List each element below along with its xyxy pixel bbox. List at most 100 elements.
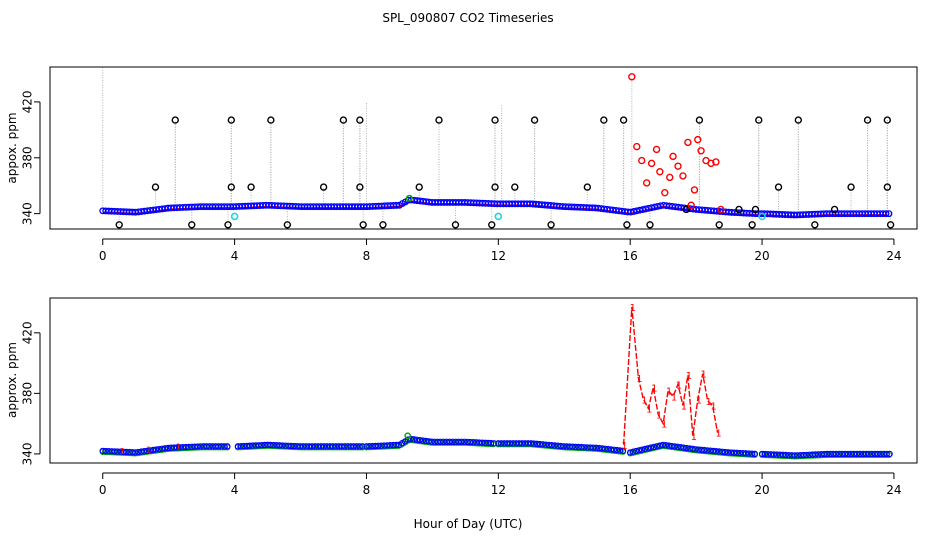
black-outlier-point [171, 116, 179, 124]
black-outlier-point [646, 221, 654, 229]
blue-baseline-point [188, 443, 195, 451]
blue-baseline-point [288, 442, 295, 450]
blue-baseline-point [141, 448, 148, 455]
blue-baseline-point [733, 449, 741, 457]
red-sample-point [661, 188, 669, 197]
black-outlier-point [415, 183, 423, 191]
blue-baseline-point [255, 442, 262, 449]
blue-baseline-point [425, 438, 432, 445]
red-baseline-label: 1 [120, 447, 125, 456]
red-sample-point [628, 73, 636, 81]
blue-baseline-point [827, 450, 834, 458]
bottom-y-tick-label: 420 [21, 321, 35, 344]
blue-baseline-point [563, 443, 570, 450]
cyan-sample-point [494, 212, 503, 221]
blue-baseline-point [252, 442, 259, 449]
red-raw-point-label: 1 [666, 386, 672, 397]
red-raw-point-label: 1 [656, 411, 662, 422]
blue-baseline-point [335, 443, 342, 450]
black-outlier-point [751, 205, 760, 214]
blue-baseline-point [515, 440, 523, 447]
blue-baseline-point [170, 444, 178, 451]
black-outlier-point [774, 183, 783, 191]
blue-baseline-point [641, 445, 649, 453]
red-raw-point-label: 1 [710, 401, 716, 412]
blue-baseline-point [686, 445, 693, 452]
blue-baseline-point [841, 450, 849, 458]
black-outlier-point [151, 183, 160, 191]
blue-baseline-point [455, 438, 462, 446]
blue-baseline-point [329, 443, 337, 450]
blue-baseline-point [404, 436, 412, 443]
blue-baseline-point [338, 443, 345, 450]
blue-baseline-point [803, 451, 810, 459]
blue-baseline-point [542, 441, 550, 448]
blue-baseline-point [332, 443, 340, 450]
red-sample-point [669, 152, 677, 161]
blue-baseline-point [481, 439, 489, 447]
blue-baseline-point [135, 448, 142, 456]
blue-baseline-point [416, 436, 424, 444]
blue-baseline-point [718, 448, 726, 455]
blue-baseline-point [194, 443, 201, 450]
blue-baseline-point [305, 443, 313, 450]
blue-baseline-point [246, 442, 253, 449]
bottom-x-tick-label: 20 [754, 483, 769, 497]
red-sample-point [642, 179, 651, 187]
blue-baseline-point [206, 443, 213, 450]
blue-baseline-point [155, 445, 163, 453]
bottom-plot-frame [49, 297, 918, 464]
blue-baseline-point [285, 442, 292, 449]
black-outlier-point [600, 116, 608, 124]
blue-baseline-point [656, 442, 664, 449]
blue-baseline-point [311, 443, 319, 450]
blue-baseline-point [776, 451, 784, 458]
blue-baseline-point [372, 442, 379, 450]
red-sample-point [652, 145, 661, 154]
top-x-tick-label: 16 [623, 249, 638, 263]
blue-baseline-point [302, 443, 310, 450]
black-outlier-point [619, 116, 628, 124]
blue-baseline-point [410, 436, 418, 443]
blue-baseline-point [297, 443, 304, 450]
blue-baseline-point [108, 448, 115, 455]
blue-baseline-point [638, 446, 646, 453]
blue-baseline-point [478, 439, 486, 446]
blue-baseline-point [701, 446, 708, 454]
blue-baseline-point [727, 449, 735, 456]
blue-baseline-point [761, 450, 769, 458]
blue-baseline-point [764, 450, 772, 458]
blue-baseline-point [431, 438, 438, 446]
blue-baseline-point [548, 441, 555, 449]
blue-baseline-point [824, 450, 831, 458]
blue-baseline-point [487, 439, 495, 447]
top-x-tick-label: 20 [754, 249, 769, 263]
blue-baseline-point [610, 446, 618, 453]
blue-baseline-point [886, 450, 893, 458]
top-x-tick-label: 24 [886, 249, 901, 263]
blue-baseline-point [120, 448, 127, 456]
black-outlier-point [339, 116, 348, 124]
blue-baseline-point [779, 451, 787, 459]
x-axis-label: Hour of Day (UTC) [414, 517, 523, 531]
red-raw-point-label: 1 [715, 429, 721, 440]
blue-baseline-point [716, 448, 723, 455]
green-point [404, 432, 412, 440]
black-outlier-point [748, 221, 756, 229]
black-outlier-point [491, 116, 499, 124]
blue-baseline-point [809, 451, 816, 458]
blue-baseline-point [147, 447, 154, 454]
blue-baseline-point [613, 446, 621, 454]
blue-baseline-point [509, 440, 517, 447]
blue-baseline-point [782, 451, 789, 459]
top-y-tick-label: 380 [21, 146, 35, 169]
blue-baseline-point [730, 449, 738, 456]
red-raw-point-label: 1 [671, 392, 677, 403]
blue-baseline-point [212, 443, 219, 450]
black-outlier-point [188, 221, 196, 229]
blue-baseline-point [359, 443, 366, 450]
blue-baseline-point [267, 441, 274, 449]
red-raw-point-label: 1 [621, 441, 627, 452]
top-x-tick-label: 4 [231, 249, 239, 263]
